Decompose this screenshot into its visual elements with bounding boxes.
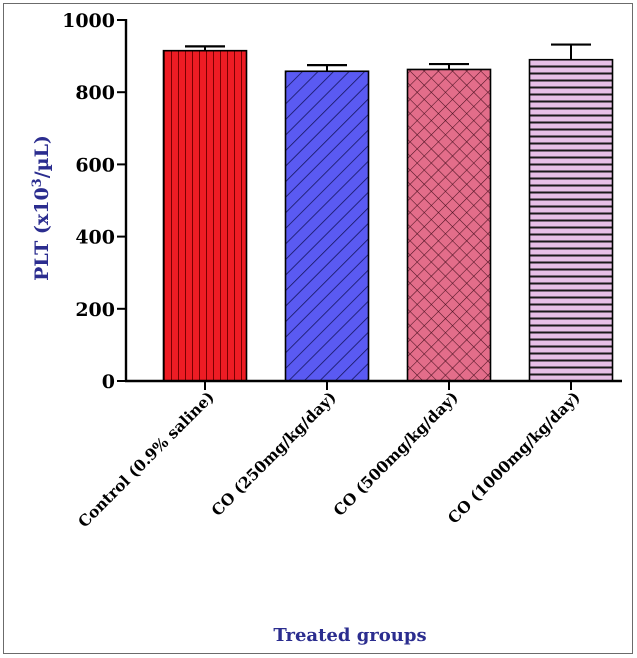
bar — [406, 68, 492, 382]
category-label: CO (500mg/kg/day) — [329, 387, 461, 519]
y-tick-label: 0 — [102, 371, 115, 393]
x-axis-title: Treated groups — [273, 625, 426, 646]
category-label: CO (1000mg/kg/day) — [444, 387, 584, 527]
y-tick-label: 400 — [75, 227, 115, 249]
bar — [528, 58, 614, 382]
bar — [162, 49, 248, 382]
bars: Control (0.9% saline)CO (250mg/kg/day)CO… — [74, 43, 614, 531]
y-tick-label: 800 — [75, 82, 115, 104]
axes: 0 200 400 600 800 1000 — [62, 10, 622, 393]
y-tick-label: 200 — [75, 299, 115, 321]
y-axis-title: PLT (x103/µL) — [30, 135, 53, 281]
bar — [284, 70, 370, 382]
category-label: Control (0.9% saline) — [74, 387, 218, 531]
category-label: CO (250mg/kg/day) — [207, 387, 339, 519]
y-tick-label: 600 — [75, 154, 115, 176]
y-tick-label: 1000 — [62, 10, 115, 32]
